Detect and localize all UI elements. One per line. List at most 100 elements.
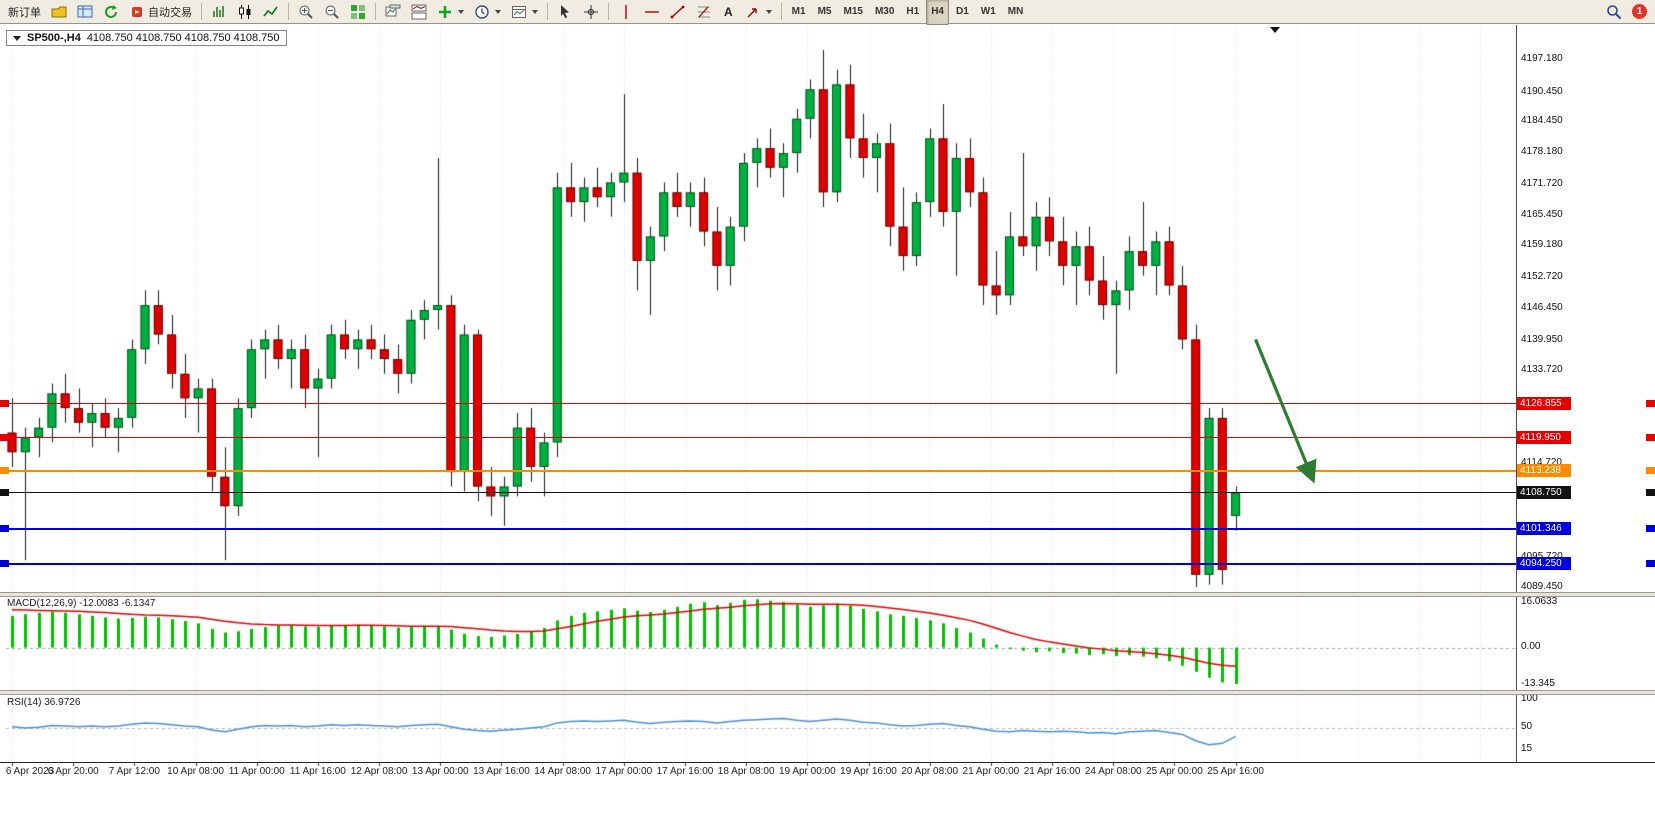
- level-right-marker: [1646, 559, 1655, 567]
- price-axis-label: 4095.720: [1521, 551, 1563, 562]
- text-tool-button[interactable]: A: [718, 0, 739, 24]
- level-left-marker: [0, 433, 9, 441]
- new-order-label: 新订单: [8, 6, 41, 19]
- auto-trading-label: 自动交易: [148, 6, 192, 19]
- period-button[interactable]: [470, 0, 505, 24]
- price-axis-label: 4159.180: [1521, 239, 1563, 251]
- bar-chart-icon: [211, 4, 227, 20]
- timeframe-label: H4: [931, 6, 944, 17]
- price-axis-label: 4152.720: [1521, 271, 1563, 283]
- shapes-tool-button[interactable]: [741, 0, 776, 24]
- time-axis-label: 13 Apr 00:00: [411, 766, 469, 777]
- macd-scale-max: 16.0633: [1521, 596, 1558, 607]
- templates-button[interactable]: [507, 0, 542, 24]
- price-level-line[interactable]: [0, 562, 1516, 565]
- market-watch-button[interactable]: [73, 0, 97, 24]
- candlestick-chart-button[interactable]: [233, 0, 257, 24]
- price-level-line[interactable]: [0, 437, 1516, 439]
- price-level-line[interactable]: [0, 403, 1516, 405]
- timeframe-label: MN: [1007, 6, 1024, 17]
- price-axis-label: 4089.450: [1521, 581, 1563, 593]
- caret-down-icon: [532, 9, 538, 14]
- time-axis-label: 21 Apr 16:00: [1023, 766, 1081, 777]
- timeframe-label: M15: [843, 6, 863, 17]
- timeframe-label: M30: [874, 6, 895, 17]
- vertical-line-icon: [618, 4, 634, 20]
- timeframe-mn-button[interactable]: MN: [1003, 0, 1029, 25]
- time-axis-label: 17 Apr 00:00: [595, 766, 653, 777]
- zoom-in-icon: [298, 4, 314, 20]
- tile-windows-icon: [350, 4, 366, 20]
- price-level-line[interactable]: [0, 527, 1516, 530]
- cascade-windows-button[interactable]: [381, 0, 405, 24]
- horizontal-line-icon: [644, 4, 660, 20]
- level-right-marker: [1646, 488, 1655, 496]
- line-chart-button[interactable]: [259, 0, 283, 24]
- zoom-out-button[interactable]: [320, 0, 344, 24]
- search-icon: [1606, 4, 1622, 20]
- time-axis-label: 19 Apr 00:00: [778, 766, 836, 777]
- pane-splitter-rsi[interactable]: [0, 690, 1655, 695]
- price-level-line[interactable]: [0, 492, 1516, 494]
- timeframe-label: M5: [817, 6, 832, 17]
- toolbar-separator: [201, 3, 202, 20]
- price-axis-separator: [1516, 25, 1517, 762]
- timeframe-m5-button[interactable]: M5: [813, 0, 837, 25]
- price-axis-label: 4139.950: [1521, 333, 1563, 345]
- timeframe-h1-button[interactable]: H1: [901, 0, 924, 25]
- price-axis-label: 4178.180: [1521, 146, 1563, 158]
- fibonacci-tool-button[interactable]: [692, 0, 716, 24]
- price-level-line[interactable]: [0, 469, 1516, 472]
- time-axis-label: 11 Apr 00:00: [228, 766, 285, 777]
- caret-down-icon: [458, 9, 464, 14]
- price-axis-label: 4133.720: [1521, 364, 1563, 376]
- profiles-icon: [51, 4, 67, 20]
- price-level-badge: 4108.750: [1517, 485, 1571, 499]
- add-indicator-button[interactable]: [433, 0, 468, 24]
- price-level-badge: 4113.238: [1517, 463, 1571, 477]
- level-right-marker: [1646, 466, 1655, 474]
- symbol-name: SP500-,H4: [27, 32, 81, 44]
- auto-trading-button[interactable]: 自动交易: [125, 0, 196, 24]
- time-axis-label: 19 Apr 16:00: [840, 766, 897, 777]
- search-button[interactable]: [1602, 0, 1626, 24]
- window-marker-icon: [1270, 27, 1280, 33]
- crosshair-tool-button[interactable]: [579, 0, 603, 24]
- tile-horizontal-button[interactable]: [407, 0, 431, 24]
- timeframe-m30-button[interactable]: M30: [870, 0, 899, 25]
- chevron-down-icon: [13, 35, 21, 41]
- vertical-line-tool-button[interactable]: [614, 0, 638, 24]
- level-right-marker: [1646, 524, 1655, 532]
- caret-down-icon: [765, 9, 772, 14]
- rsi-indicator-label: RSI(14) 36.9726: [7, 697, 81, 708]
- level-right-marker: [1646, 433, 1655, 441]
- zoom-in-button[interactable]: [294, 0, 318, 24]
- caret-down-icon: [495, 9, 501, 14]
- timeframe-m1-button[interactable]: M1: [787, 0, 811, 25]
- trendline-tool-button[interactable]: [666, 0, 690, 24]
- new-order-button[interactable]: 新订单: [4, 0, 45, 24]
- tile-horizontal-icon: [411, 4, 427, 20]
- toolbar-separator: [288, 3, 289, 20]
- timeframe-d1-button[interactable]: D1: [951, 0, 974, 25]
- profiles-button[interactable]: [47, 0, 71, 24]
- bar-chart-button[interactable]: [207, 0, 231, 24]
- time-axis-label: 10 Apr 08:00: [167, 766, 224, 777]
- timeframe-h4-button[interactable]: H4: [926, 0, 949, 25]
- rsi-scale-100: 100: [1521, 693, 1538, 704]
- pane-splitter-macd[interactable]: [0, 592, 1655, 597]
- notification-badge[interactable]: 1: [1632, 4, 1647, 19]
- refresh-button[interactable]: [99, 0, 123, 24]
- time-axis-label: 6 Apr 2023: [5, 766, 55, 777]
- timeframe-w1-button[interactable]: W1: [976, 0, 1001, 25]
- time-axis-label: 6 Apr 20:00: [47, 766, 99, 777]
- auto-trading-icon: [129, 4, 145, 20]
- cursor-icon: [557, 4, 573, 20]
- symbol-header[interactable]: SP500-,H4 4108.750 4108.750 4108.750 410…: [6, 30, 287, 46]
- price-axis-label: 4190.450: [1521, 86, 1563, 97]
- horizontal-line-tool-button[interactable]: [640, 0, 664, 24]
- cursor-tool-button[interactable]: [553, 0, 577, 24]
- tile-windows-button[interactable]: [346, 0, 370, 24]
- timeframe-m15-button[interactable]: M15: [838, 0, 867, 25]
